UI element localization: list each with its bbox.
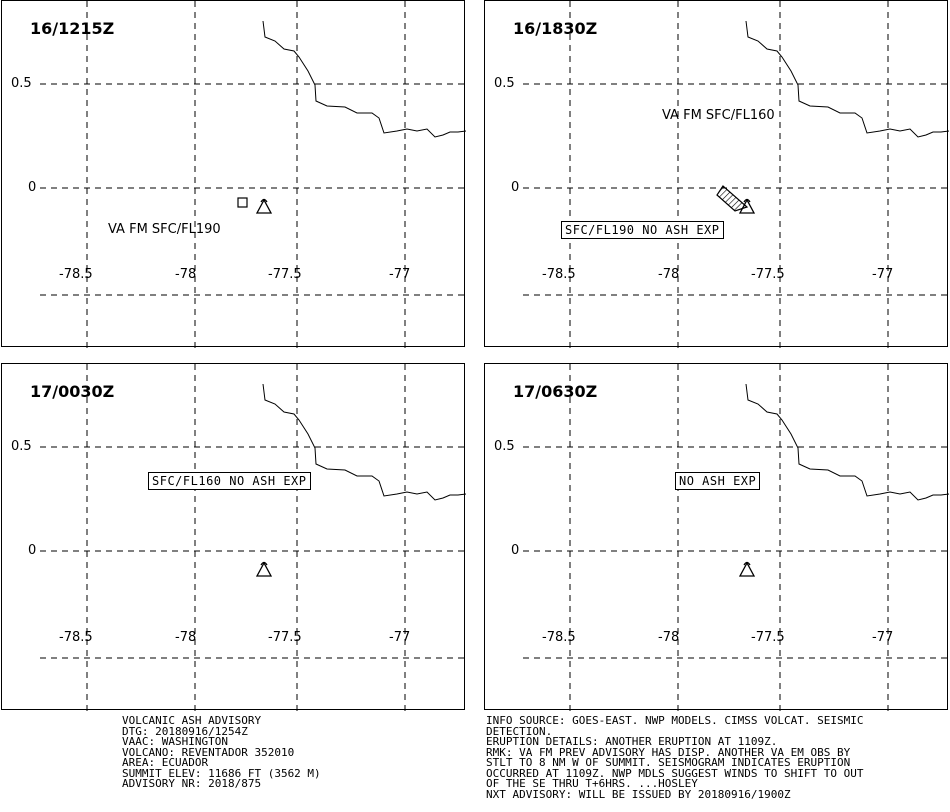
lat-tick: 0.5 [494,439,515,454]
advisory-line: OF THE SE THRU T+6HRS. ...HOSLEY [486,777,698,790]
advisory-line: INFO SOURCE: GOES-EAST. NWP MODELS. CIMS… [486,714,864,727]
lon-tick: -78.5 [542,267,576,282]
lon-tick: -77 [389,267,411,282]
advisory-line: OCCURRED AT 1109Z. NWP MDLS SUGGEST WIND… [486,766,864,780]
advisory-line: VAAC: WASHINGTON [122,735,228,748]
map-panel-4: 17/0630Z 0.5 0 -78.5 -78 -77.5 -77 NO AS… [484,363,949,711]
advisory-line: VOLCANIC ASH ADVISORY [122,714,262,727]
map-panel-2: 16/1830Z 0.5 0 -78.5 -78 -77.5 -77 VA FM… [484,0,949,348]
coastline [745,383,949,501]
lat-tick: 0.5 [11,439,32,454]
lon-tick: -77 [872,267,894,282]
advisory-header: VOLCANIC ASH ADVISORY DTG: 20180916/1254… [122,714,321,790]
map-panel-3: 17/0030Z 0.5 0 -78.5 -78 -77.5 -77 SFC/F… [1,363,466,711]
advisory-line: STLT TO 8 NM W OF SUMMIT. SEISMOGRAM IND… [486,756,851,769]
no-ash-label: SFC/FL190 NO ASH EXP [561,221,724,239]
advisory-details: INFO SOURCE: GOES-EAST. NWP MODELS. CIMS… [486,714,864,801]
advisory-line: SUMMIT ELEV: 11686 FT (3562 M) [122,766,321,780]
lon-tick: -77 [389,630,411,645]
map-canvas [40,1,466,348]
lon-tick: -77 [872,630,894,645]
lon-tick: -78 [175,267,197,282]
lat-tick: 0.5 [11,76,32,91]
panel-time: 16/1830Z [513,19,598,38]
advisory-line: VOLCANO: REVENTADOR 352010 [122,745,295,759]
coastline [262,20,466,138]
lon-tick: -78 [658,630,680,645]
lat-tick: 0 [28,543,37,558]
no-ash-label: NO ASH EXP [675,472,761,490]
lon-tick: -78 [175,630,197,645]
lon-tick: -77.5 [751,267,785,282]
advisory-line: NXT ADVISORY: WILL BE ISSUED BY 20180916… [486,787,791,801]
map-canvas [523,364,949,711]
volcano-icon [255,561,273,577]
no-ash-label: SFC/FL160 NO ASH EXP [148,472,311,490]
lat-tick: 0 [511,180,520,195]
advisory-line: RMK: VA FM PREV ADVISORY HAS DISP. ANOTH… [486,745,851,759]
lat-tick: 0 [511,543,520,558]
lon-tick: -77.5 [751,630,785,645]
advisory-line: ERUPTION DETAILS: ANOTHER ERUPTION AT 11… [486,735,778,748]
ash-label: VA FM SFC/FL190 [108,222,221,237]
lon-tick: -78 [658,267,680,282]
advisory-line: ADVISORY NR: 2018/875 [122,777,262,790]
ash-label: VA FM SFC/FL160 [662,108,775,123]
coastline [262,383,466,501]
advisory-line: DTG: 20180916/1254Z [122,724,248,738]
advisory-line: DETECTION. [486,724,553,738]
lon-tick: -78.5 [59,630,93,645]
lat-tick: 0.5 [494,76,515,91]
map-canvas [523,1,949,348]
coastline [745,20,949,138]
advisory-line: AREA: ECUADOR [122,756,209,769]
map-panel-1: 16/1215Z 0.5 0 -78.5 -78 -77.5 -77 VA FM… [1,0,466,348]
ash-area-marker [237,197,248,208]
volcano-icon [738,198,756,214]
map-canvas [40,364,466,711]
lon-tick: -77.5 [268,267,302,282]
panel-time: 17/0030Z [30,382,115,401]
lon-tick: -77.5 [268,630,302,645]
lon-tick: -78.5 [542,630,576,645]
panel-time: 16/1215Z [30,19,115,38]
ash-cloud-area [716,185,749,212]
lon-tick: -78.5 [59,267,93,282]
lat-tick: 0 [28,180,37,195]
volcano-icon [255,198,273,214]
panel-time: 17/0630Z [513,382,598,401]
volcano-icon [738,561,756,577]
